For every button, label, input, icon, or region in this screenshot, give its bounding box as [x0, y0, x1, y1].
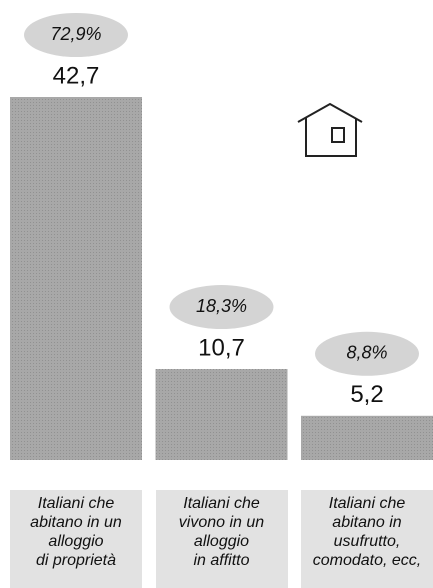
house-icon: [297, 102, 363, 157]
percentage-bubble: [24, 13, 128, 57]
bar-texture: [155, 369, 288, 460]
category-label: Italiani che abitano in usufrutto, comod…: [301, 490, 433, 588]
value-label: 10,7: [198, 334, 245, 361]
percentage-bubble: [315, 331, 419, 376]
value-label: 5,2: [350, 381, 383, 408]
percentage-label: 8,8%: [346, 343, 387, 363]
category-label: Italiani che abitano in un alloggio di p…: [10, 490, 142, 588]
category-label: Italiani che vivono in un alloggio in af…: [155, 490, 288, 588]
bar-texture: [10, 97, 142, 460]
value-label: 42,7: [53, 62, 100, 89]
percentage-bubble: [169, 285, 274, 330]
bar-texture: [301, 415, 433, 460]
percentage-label: 18,3%: [196, 296, 247, 316]
percentage-label: 72,9%: [50, 24, 101, 44]
